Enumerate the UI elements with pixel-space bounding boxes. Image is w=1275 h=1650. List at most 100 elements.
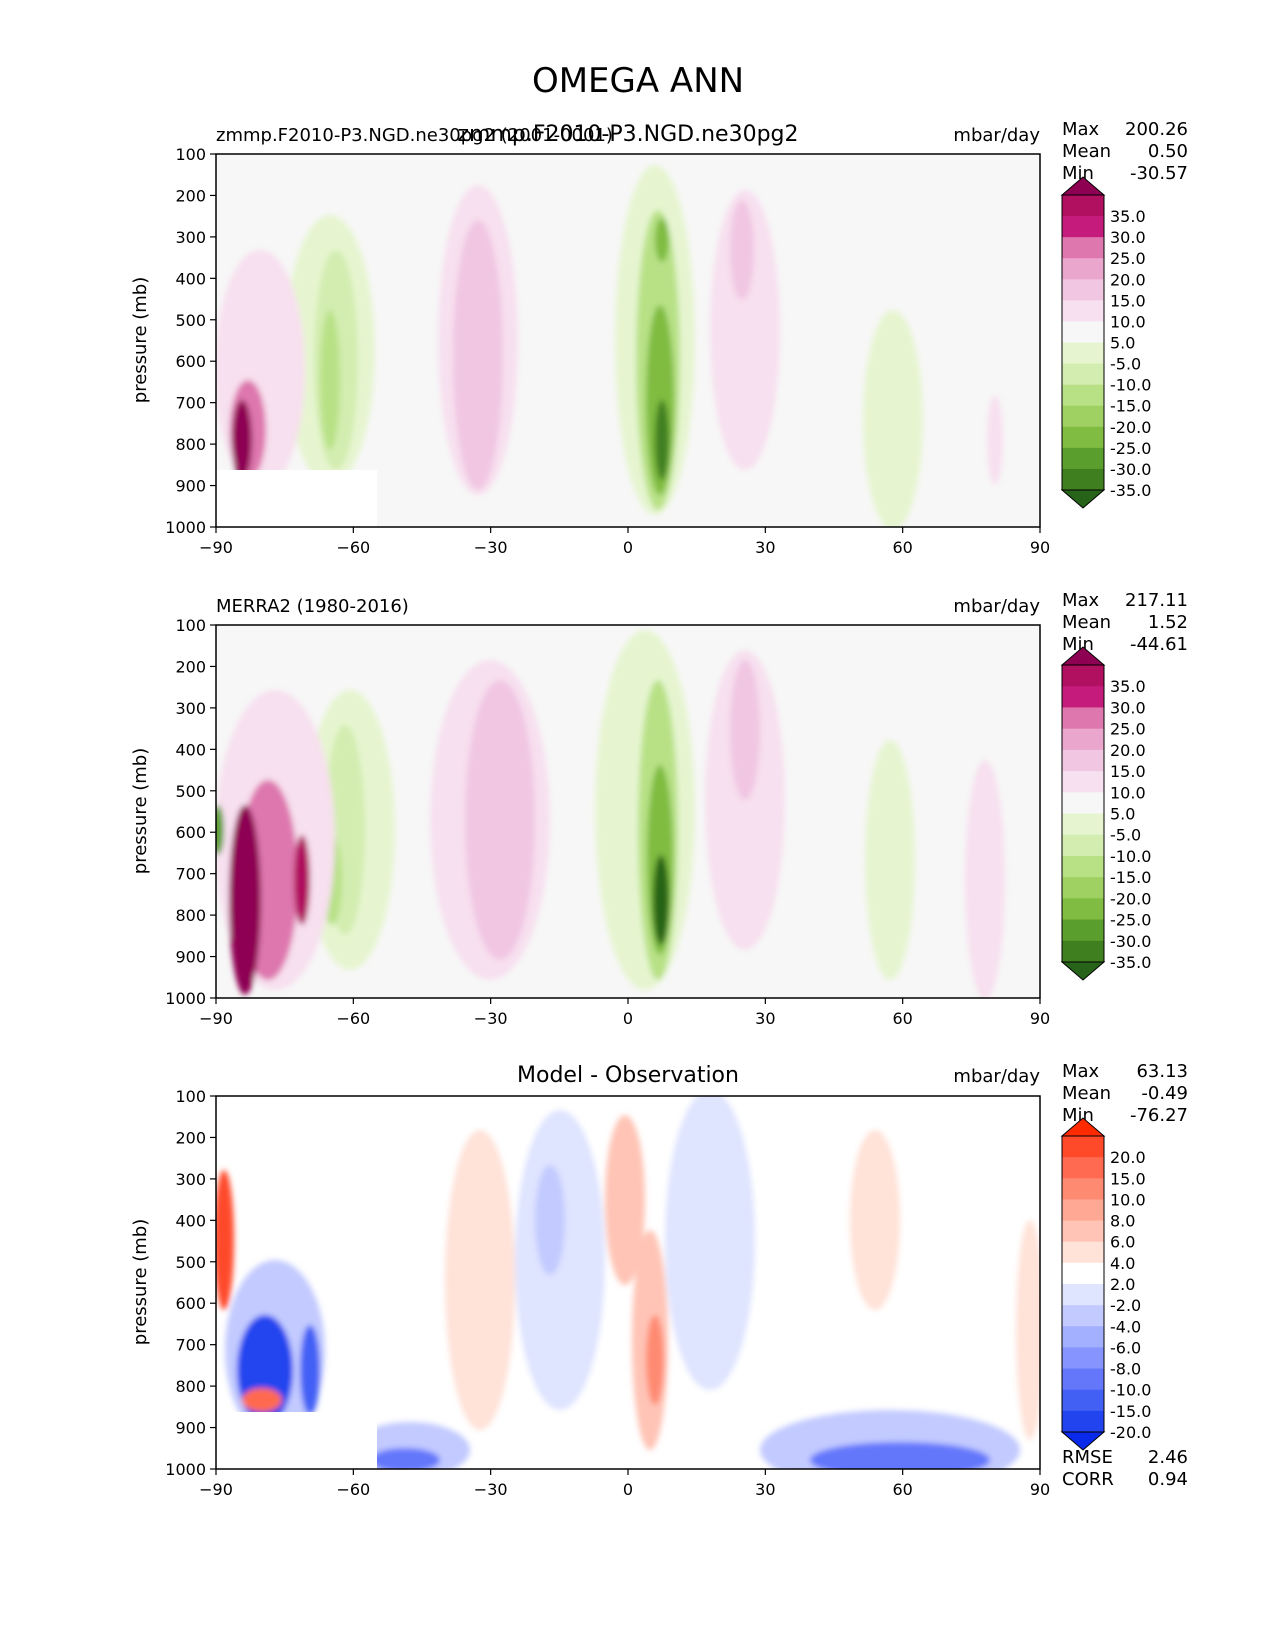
colorbar-label: -20.0 [1110, 1423, 1151, 1442]
colorbar: 20.0 15.0 10.0 8.0 6.0 4.0 2.0 -2.0 -4.0 -6.0 -8.0… [1060, 1117, 1151, 1451]
colorbar-swatch [1062, 1220, 1104, 1243]
colorbar-swatch [1062, 792, 1104, 814]
y-tick-label: 700 [175, 865, 206, 884]
colorbar-label: -6.0 [1110, 1338, 1141, 1357]
x-tick-label: 90 [1030, 1009, 1050, 1028]
colorbar-swatch [1062, 1305, 1104, 1327]
topography-mask [216, 1412, 377, 1469]
units-label: mbar/day [953, 1066, 1040, 1087]
colorbar-swatch [1062, 686, 1104, 708]
colorbar-label: 20.0 [1110, 270, 1146, 289]
colorbar-swatch [1062, 1284, 1104, 1306]
colorbar-label: -15.0 [1110, 1402, 1151, 1421]
contour-itcz-upper [655, 218, 669, 262]
colorbar-swatch [1062, 300, 1104, 322]
stat-mean-value: -0.49 [1141, 1083, 1188, 1104]
stat-min-label: Min [1062, 163, 1094, 184]
colorbar-swatch [1062, 749, 1104, 772]
contour-positive-subtropics-sh-core [465, 680, 535, 960]
x-tick-label: 30 [755, 1480, 775, 1499]
y-tick-label: 100 [175, 145, 206, 164]
colorbar-label: 25.0 [1110, 720, 1146, 739]
colorbar-label: 10.0 [1110, 783, 1146, 802]
stat-max-label: Max [1062, 1061, 1100, 1082]
y-tick-label: 100 [175, 616, 206, 635]
stats-block: Max 63.13 Mean -0.49 Min -76.27 [1062, 1061, 1188, 1126]
y-tick-label: 800 [175, 906, 206, 925]
contour-subtropics-nh [710, 190, 780, 470]
colorbar-swatch [1062, 665, 1104, 687]
y-axis-label: pressure (mb) [130, 1219, 151, 1345]
colorbar-swatch [1062, 321, 1104, 343]
x-tick-label: −30 [474, 1480, 508, 1499]
y-axis-label: pressure (mb) [130, 748, 151, 874]
units-label: mbar/day [953, 125, 1040, 146]
x-tick-label: 90 [1030, 538, 1050, 557]
colorbar-label: 15.0 [1110, 291, 1146, 310]
figure-title: OMEGA ANN [532, 61, 744, 101]
colorbar-label: -2.0 [1110, 1296, 1141, 1315]
panel-subtitle-left: zmmp.F2010-P3.NGD.ne30pg2 (2001-0001) [216, 125, 613, 146]
y-tick-label: 500 [175, 782, 206, 801]
y-tick-label: 300 [175, 1170, 206, 1189]
y-tick-label: 900 [175, 1419, 206, 1438]
colorbar-swatch [1062, 237, 1104, 259]
y-tick-label: 200 [175, 657, 206, 676]
stat-mean-value: 0.50 [1148, 141, 1188, 162]
contour-bias-positive-antarctic-low [242, 1388, 282, 1412]
y-tick-label: 800 [175, 435, 206, 454]
colorbar-label: 5.0 [1110, 805, 1135, 824]
contour-bias-negative-nh-lowlevel-core [810, 1442, 990, 1469]
x-tick-label: −30 [474, 538, 508, 557]
stat-mean-label: Mean [1062, 1083, 1111, 1104]
x-axis: −90 −60 −30 0 30 60 90 [199, 998, 1050, 1028]
colorbar-swatch [1062, 1368, 1104, 1391]
y-tick-label: 800 [175, 1377, 206, 1396]
colorbar-swatch [1062, 834, 1104, 857]
contour-bias-negative-sh-lowlevel-core [370, 1448, 440, 1469]
colorbar-label: 20.0 [1110, 741, 1146, 760]
stat-max-value: 63.13 [1136, 1061, 1188, 1082]
y-tick-label: 500 [175, 1253, 206, 1272]
y-tick-label: 300 [175, 228, 206, 247]
x-tick-label: −60 [336, 1480, 370, 1499]
stat-rmse-value: 2.46 [1148, 1447, 1188, 1468]
colorbar-label: 30.0 [1110, 228, 1146, 247]
colorbar-swatch [1062, 1410, 1104, 1433]
contour-bias-positive-nh-polar [1016, 1220, 1040, 1440]
colorbar-label: -15.0 [1110, 868, 1151, 887]
x-tick-label: 60 [892, 1009, 912, 1028]
colorbar-label: -10.0 [1110, 1381, 1151, 1400]
x-tick-label: 0 [623, 1009, 633, 1028]
colorbar-label: -8.0 [1110, 1360, 1141, 1379]
y-axis: 100 200 300 400 500 600 700 800 900 1000 [165, 616, 216, 1008]
y-tick-label: 200 [175, 1128, 206, 1147]
colorbar-swatch [1062, 940, 1104, 963]
colorbar-swatch [1062, 1262, 1104, 1285]
colorbar: 35.0 30.0 25.0 20.0 15.0 10.0 5.0 -5.0 -10.0 -15.… [1060, 176, 1151, 509]
skill-stats-block: RMSE 2.46 CORR 0.94 [1062, 1447, 1188, 1490]
contour-antarctic-edge-ascent [216, 805, 224, 855]
panel-difference: Model - Observation mbar/day pressure (m… [130, 1061, 1188, 1499]
colorbar-label: 10.0 [1110, 1190, 1146, 1209]
colorbar-frame [1061, 1135, 1105, 1433]
y-tick-label: 400 [175, 269, 206, 288]
colorbar-swatch [1062, 813, 1104, 836]
colorbar-swatch [1062, 1157, 1104, 1179]
colorbar-swatch [1062, 1389, 1104, 1412]
colorbar-swatch [1062, 258, 1104, 280]
colorbar-swatch [1062, 1326, 1104, 1348]
stat-max-label: Max [1062, 119, 1100, 140]
units-label: mbar/day [953, 596, 1040, 617]
contour-positive-subtropics-sh-core [453, 220, 503, 490]
colorbar-extend-min [1060, 961, 1106, 981]
contour-subtropics-nh-core [730, 200, 754, 300]
colorbar-swatch [1062, 426, 1104, 449]
stat-max-label: Max [1062, 590, 1100, 611]
x-axis: −90 −60 −30 0 30 60 90 [199, 527, 1050, 557]
colorbar-swatch [1062, 707, 1104, 730]
contour-bias-positive-itcz-core [646, 1315, 664, 1405]
y-axis-label: pressure (mb) [130, 277, 151, 403]
y-tick-label: 300 [175, 699, 206, 718]
y-tick-label: 700 [175, 394, 206, 413]
